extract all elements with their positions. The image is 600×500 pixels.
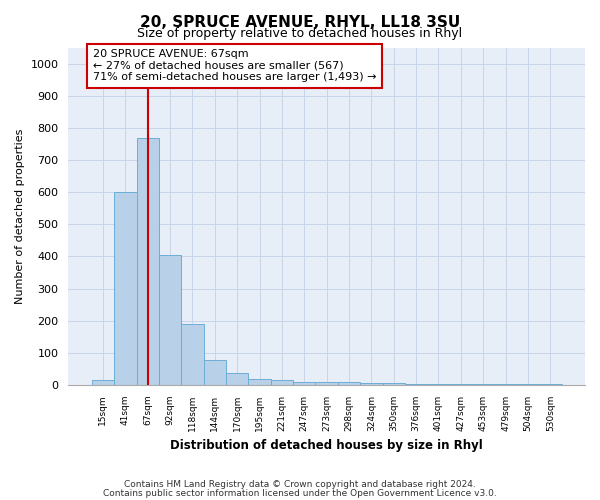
- Bar: [383, 384, 405, 385]
- Bar: [159, 255, 181, 385]
- Bar: [494, 384, 517, 385]
- Y-axis label: Number of detached properties: Number of detached properties: [15, 128, 25, 304]
- Bar: [248, 378, 271, 385]
- Text: Contains HM Land Registry data © Crown copyright and database right 2024.: Contains HM Land Registry data © Crown c…: [124, 480, 476, 489]
- Bar: [114, 192, 137, 385]
- Text: 20 SPRUCE AVENUE: 67sqm
← 27% of detached houses are smaller (567)
71% of semi-d: 20 SPRUCE AVENUE: 67sqm ← 27% of detache…: [93, 49, 376, 82]
- Bar: [316, 382, 338, 385]
- Bar: [92, 380, 114, 385]
- Bar: [271, 380, 293, 385]
- Bar: [226, 373, 248, 385]
- Bar: [338, 382, 360, 385]
- Bar: [203, 360, 226, 385]
- Text: Size of property relative to detached houses in Rhyl: Size of property relative to detached ho…: [137, 28, 463, 40]
- Bar: [405, 384, 427, 385]
- Bar: [449, 384, 472, 385]
- Bar: [517, 384, 539, 385]
- Text: Contains public sector information licensed under the Open Government Licence v3: Contains public sector information licen…: [103, 488, 497, 498]
- Bar: [360, 383, 383, 385]
- X-axis label: Distribution of detached houses by size in Rhyl: Distribution of detached houses by size …: [170, 440, 483, 452]
- Bar: [472, 384, 494, 385]
- Bar: [539, 384, 562, 385]
- Bar: [293, 382, 316, 385]
- Bar: [181, 324, 203, 385]
- Bar: [137, 138, 159, 385]
- Bar: [427, 384, 449, 385]
- Text: 20, SPRUCE AVENUE, RHYL, LL18 3SU: 20, SPRUCE AVENUE, RHYL, LL18 3SU: [140, 15, 460, 30]
